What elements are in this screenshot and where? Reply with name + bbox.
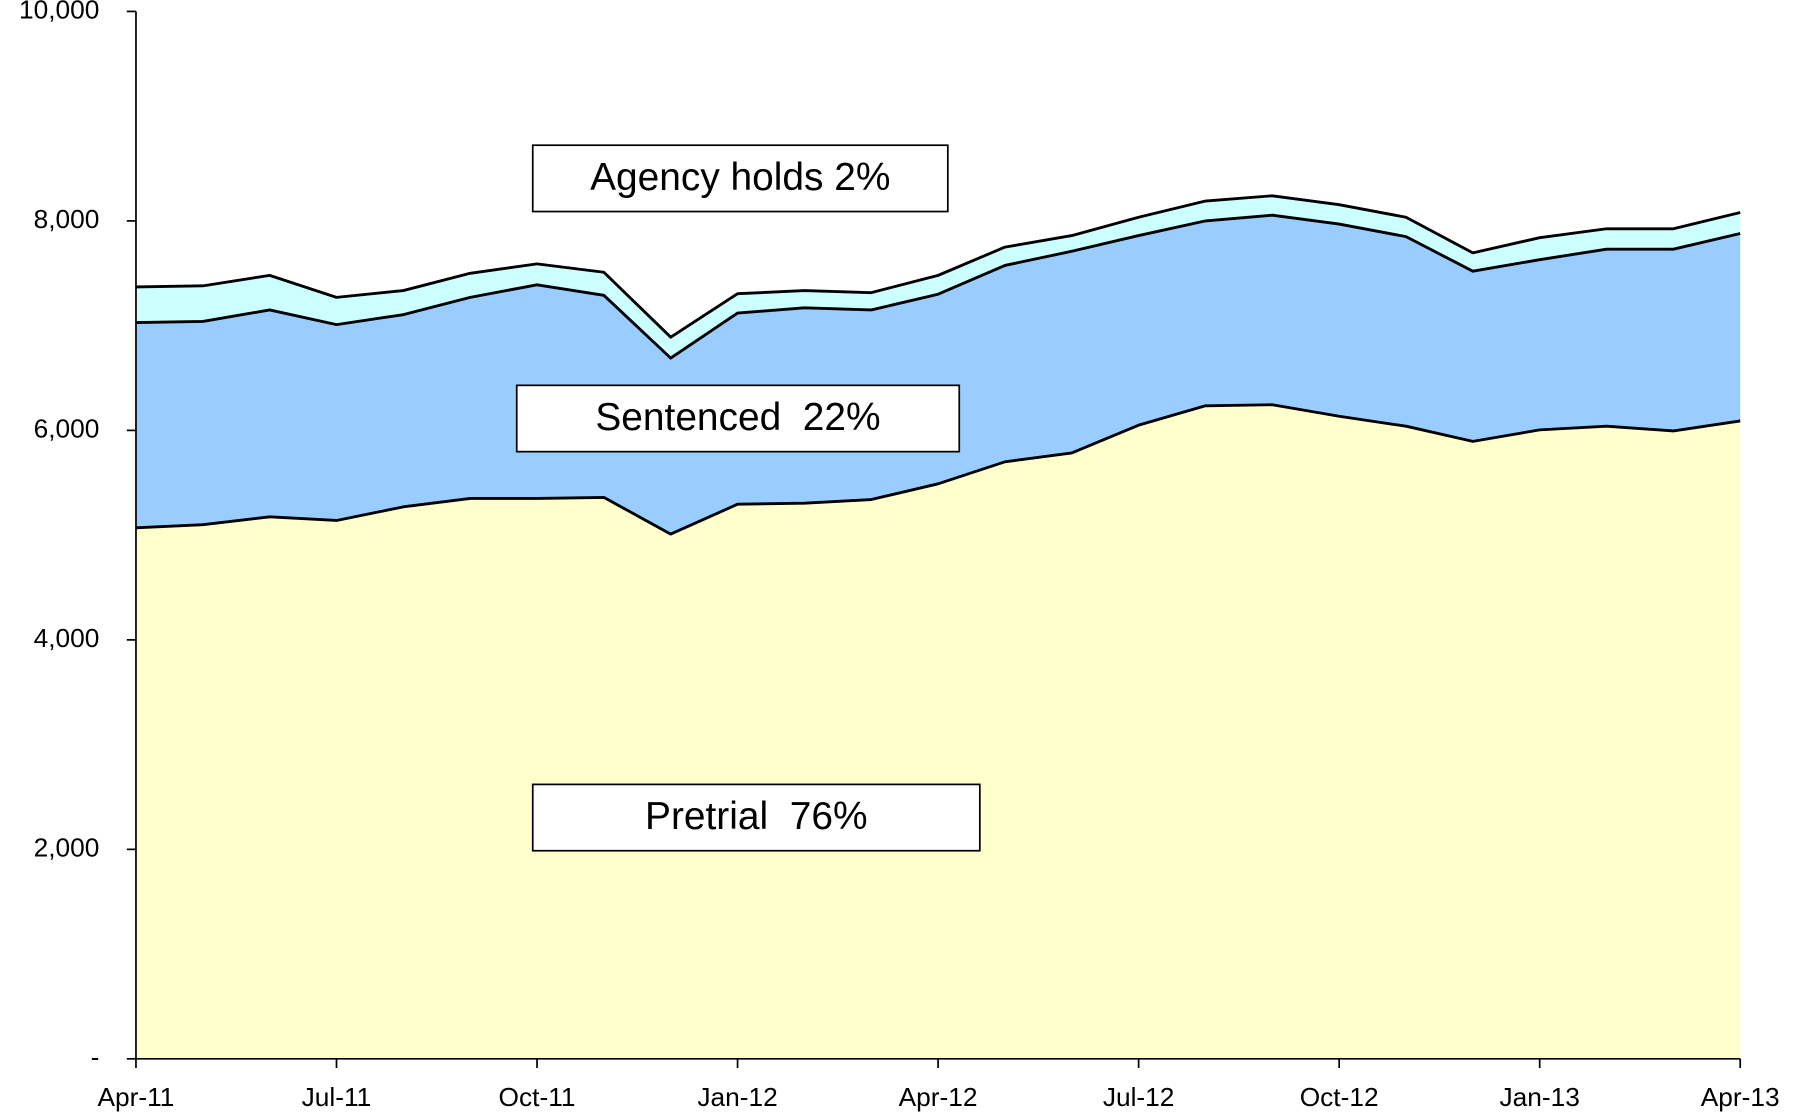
- y-tick-label: 8,000: [34, 204, 100, 234]
- series-label: Pretrial 76%: [645, 795, 867, 838]
- x-tick-label: Apr-13: [1701, 1082, 1780, 1112]
- x-tick-label: Apr-11: [97, 1082, 174, 1112]
- x-tick-label: Jan-12: [697, 1082, 777, 1112]
- y-tick-label: -: [91, 1042, 100, 1072]
- y-tick-label: 2,000: [34, 832, 100, 862]
- x-tick-label: Jul-12: [1103, 1082, 1175, 1112]
- x-tick-label: Apr-12: [899, 1082, 978, 1112]
- area-fill: [135, 215, 1741, 535]
- label-box: [531, 783, 981, 852]
- x-tick-label: Jan-13: [1500, 1082, 1580, 1112]
- area-line: [135, 213, 1741, 360]
- area-fill: [135, 195, 1741, 359]
- y-tick-label: 10,000: [19, 0, 99, 24]
- x-tick-label: Oct-11: [499, 1082, 576, 1112]
- x-tick-label: Jul-11: [302, 1082, 372, 1112]
- area-line: [135, 403, 1741, 536]
- y-tick-label: 6,000: [34, 413, 100, 443]
- label-box: [531, 144, 949, 213]
- label-box: [515, 384, 961, 453]
- series-label: Sentenced 22%: [595, 396, 880, 439]
- area-line: [135, 194, 1741, 339]
- area-fill: [135, 404, 1741, 1059]
- series-label: Agency holds 2%: [590, 156, 890, 199]
- y-tick-label: 4,000: [34, 623, 100, 653]
- x-tick-label: Oct-12: [1300, 1082, 1379, 1112]
